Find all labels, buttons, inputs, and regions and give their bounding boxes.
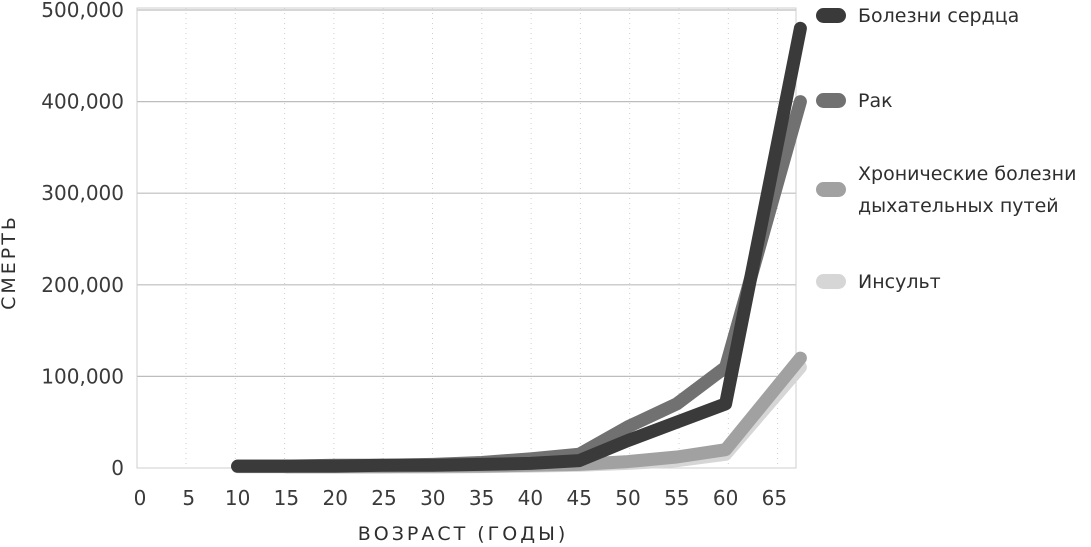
- legend-label: Рак: [858, 90, 893, 112]
- legend-swatch: [816, 274, 846, 289]
- x-tick-label: 30: [420, 486, 445, 510]
- y-tick-label: 400,000: [41, 90, 124, 114]
- legend-label: Инсульт: [858, 271, 941, 293]
- line-chart: 0 100,000 200,000 300,000 400,000 500,000 0 5 1…: [0, 0, 807, 545]
- x-tick-label: 25: [371, 486, 396, 510]
- x-axis-title: ВОЗРАСТ (ГОДЫ): [358, 523, 569, 545]
- vertical-grid: [185, 8, 779, 468]
- series-lines: [231, 21, 807, 474]
- x-tick-label: 20: [322, 486, 347, 510]
- y-tick-label: 100,000: [41, 364, 124, 388]
- y-axis-ticks: 0 100,000 200,000 300,000 400,000 500,000: [41, 0, 124, 480]
- y-tick-label: 500,000: [41, 0, 124, 22]
- x-tick-label: 10: [225, 486, 250, 510]
- legend-label: Болезни сердца: [858, 5, 1020, 27]
- x-tick-label: 60: [713, 486, 738, 510]
- legend-swatch: [816, 182, 846, 197]
- x-tick-label: 55: [664, 486, 689, 510]
- x-tick-label: 15: [274, 486, 299, 510]
- legend-swatch: [816, 93, 846, 108]
- horizontal-grid: [137, 9, 796, 377]
- x-tick-label: 0: [134, 486, 147, 510]
- x-tick-label: 40: [518, 486, 543, 510]
- plot-frame: [136, 7, 797, 469]
- y-axis-title: СМЕРТЬ: [0, 214, 20, 310]
- x-tick-label: 5: [182, 486, 195, 510]
- x-tick-label: 45: [566, 486, 591, 510]
- x-tick-label: 35: [469, 486, 494, 510]
- x-tick-label: 65: [762, 486, 787, 510]
- legend-label: Хронические болезни дыхательных путей: [858, 163, 1077, 217]
- y-tick-label: 300,000: [41, 181, 124, 205]
- y-tick-label: 0: [111, 456, 124, 480]
- legend-swatch: [816, 8, 846, 23]
- x-tick-label: 50: [615, 486, 640, 510]
- series-line-1: [231, 21, 807, 473]
- x-axis-ticks: 0 5 10 15 20 25 30 35 40 45 50 55 60 65: [134, 486, 787, 510]
- y-tick-label: 200,000: [41, 273, 124, 297]
